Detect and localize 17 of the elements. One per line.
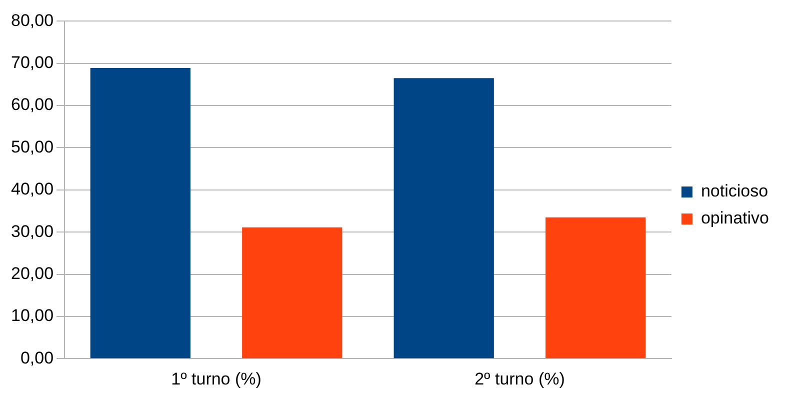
x-tick-label: 2º turno (%) bbox=[474, 369, 565, 388]
bar bbox=[546, 217, 646, 358]
y-tick-label: 70,00 bbox=[10, 53, 54, 72]
y-tick-label: 0,00 bbox=[20, 348, 54, 368]
y-tick-label: 50,00 bbox=[10, 137, 54, 156]
y-tick-label: 40,00 bbox=[10, 180, 54, 199]
legend-label: opinativo bbox=[700, 208, 770, 228]
y-tick-label: 80,00 bbox=[10, 10, 54, 30]
y-tick-label: 60,00 bbox=[10, 95, 54, 114]
y-tick-label: 10,00 bbox=[10, 306, 54, 326]
legend-label: noticioso bbox=[700, 182, 768, 201]
x-tick-label: 1º turno (%) bbox=[171, 369, 262, 388]
bar bbox=[242, 227, 342, 358]
y-tick-label: 30,00 bbox=[10, 222, 54, 241]
bar bbox=[90, 68, 190, 358]
y-tick-label: 20,00 bbox=[10, 264, 54, 283]
bar bbox=[394, 78, 494, 358]
